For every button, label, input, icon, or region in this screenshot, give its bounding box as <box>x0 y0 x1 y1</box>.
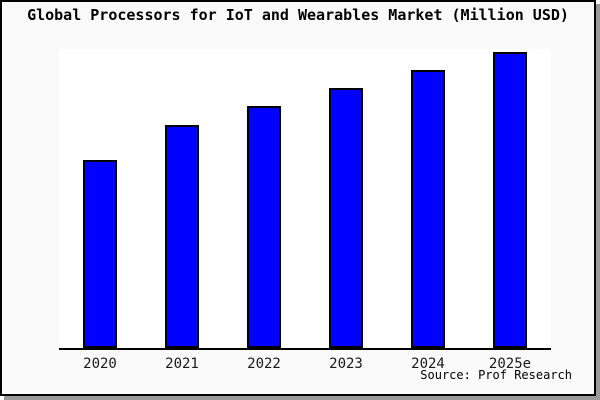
chart-title: Global Processors for IoT and Wearables … <box>27 6 569 24</box>
plot-area <box>59 49 551 350</box>
x-axis-labels: 2020 2021 2022 2023 2024 2025e <box>59 356 551 372</box>
bar-2025e <box>493 51 527 348</box>
bar-slot-2025e <box>469 49 551 348</box>
x-label-2024: 2024 <box>411 356 445 372</box>
x-label-2025e: 2025e <box>488 356 532 372</box>
bar-2023 <box>329 87 363 348</box>
bar-slot-2024 <box>387 49 469 348</box>
x-label-2021: 2021 <box>165 356 199 372</box>
source-note: Source: Prof Research <box>420 368 572 382</box>
bar-2021 <box>165 124 199 348</box>
bar-slot-2021 <box>141 49 223 348</box>
bar-slot-2022 <box>223 49 305 348</box>
x-label-2020: 2020 <box>83 356 117 372</box>
bar-2020 <box>83 160 117 348</box>
x-label-2023: 2023 <box>329 356 363 372</box>
bar-slot-2023 <box>305 49 387 348</box>
bars <box>59 49 551 348</box>
bar-2024 <box>411 69 445 348</box>
bar-2022 <box>247 106 281 348</box>
x-label-2022: 2022 <box>247 356 281 372</box>
bar-slot-2020 <box>59 49 141 348</box>
